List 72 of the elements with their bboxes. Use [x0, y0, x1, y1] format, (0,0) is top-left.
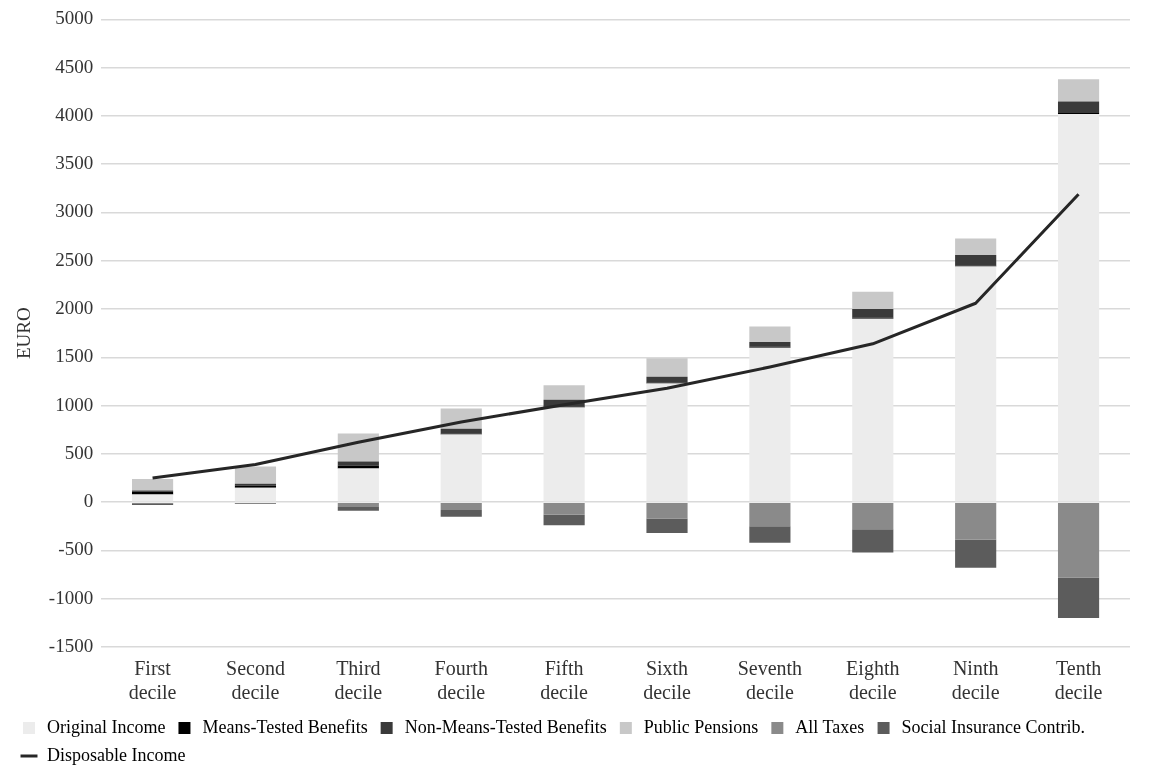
bar — [749, 526, 791, 543]
y-tick-label: 0 — [83, 490, 94, 512]
y-tick-label: 1000 — [55, 393, 94, 415]
legend-label: All Taxes — [795, 716, 865, 737]
bar — [1057, 502, 1100, 578]
bar — [852, 309, 894, 318]
bar — [852, 318, 894, 502]
y-tick-label: 4500 — [55, 55, 94, 77]
y-tick-label: 2500 — [55, 248, 94, 270]
x-tick-label: Tenth decile — [1054, 657, 1103, 704]
bar — [234, 487, 277, 502]
bar — [337, 507, 379, 511]
bar — [543, 502, 585, 515]
y-tick-label: 4000 — [55, 103, 94, 125]
bar — [1057, 101, 1100, 114]
bar — [852, 502, 894, 530]
x-tick-label: Sixth decile — [643, 657, 691, 704]
y-tick-label: 2000 — [55, 297, 94, 319]
x-tick-label: Eighth decile — [846, 657, 900, 704]
bar — [646, 358, 688, 377]
x-tick-label: Second decile — [226, 657, 285, 704]
bar — [234, 466, 277, 484]
y-tick-label: 3000 — [55, 200, 94, 222]
bar — [852, 529, 894, 553]
legend-label: Disposable Income — [47, 744, 186, 765]
bar — [440, 509, 482, 517]
bar — [337, 502, 379, 507]
bar — [749, 347, 791, 502]
bar — [955, 238, 997, 255]
x-tick-label: Fifth decile — [540, 657, 589, 704]
bar — [440, 428, 482, 434]
y-tick-label: 1500 — [55, 345, 94, 367]
bar — [955, 502, 997, 540]
y-tick-label: -500 — [58, 538, 94, 560]
y-tick-label: 3500 — [55, 152, 94, 174]
bar — [1057, 79, 1100, 102]
y-tick-label: -1500 — [48, 634, 94, 656]
y-tick-label: 5000 — [55, 7, 94, 29]
bar — [1057, 114, 1100, 502]
x-tick-label: Third decile — [334, 657, 383, 704]
bar — [543, 514, 585, 526]
bar — [543, 407, 585, 502]
legend-label: Social Insurance Contrib. — [901, 716, 1086, 737]
y-axis-title: EURO — [13, 307, 35, 360]
legend-label: Original Income — [47, 716, 166, 737]
x-tick-label: First decile — [128, 657, 177, 704]
bar — [1057, 577, 1100, 619]
legend-label: Non-Means-Tested Benefits — [404, 716, 607, 737]
legend-label: Public Pensions — [643, 716, 759, 737]
bar — [131, 494, 174, 502]
bar — [337, 465, 379, 469]
y-tick-label: 500 — [64, 441, 94, 463]
bar — [749, 341, 791, 347]
bar — [646, 518, 688, 534]
bar — [749, 326, 791, 342]
bar — [543, 385, 585, 400]
x-tick-label: Seventh decile — [737, 657, 803, 704]
legend-label: Means-Tested Benefits — [202, 716, 368, 737]
bar — [749, 502, 791, 527]
bar — [646, 383, 688, 502]
bar — [955, 254, 997, 266]
bar — [852, 291, 894, 310]
bar — [131, 479, 174, 491]
bar — [646, 502, 688, 519]
bar — [955, 539, 997, 568]
bar — [337, 468, 379, 502]
y-tick-label: -1000 — [48, 586, 94, 608]
x-tick-label: Ninth decile — [951, 657, 1000, 704]
x-tick-label: Fourth decile — [434, 657, 488, 704]
bar — [440, 434, 482, 502]
bar — [955, 266, 997, 502]
bar — [440, 502, 482, 510]
